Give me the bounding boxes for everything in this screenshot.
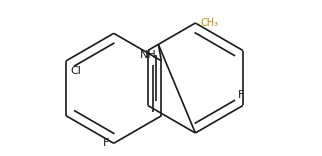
Text: F: F <box>103 138 109 148</box>
Text: CH₃: CH₃ <box>201 18 219 28</box>
Text: NH: NH <box>140 50 157 60</box>
Text: Cl: Cl <box>71 66 81 76</box>
Text: F: F <box>238 90 244 100</box>
